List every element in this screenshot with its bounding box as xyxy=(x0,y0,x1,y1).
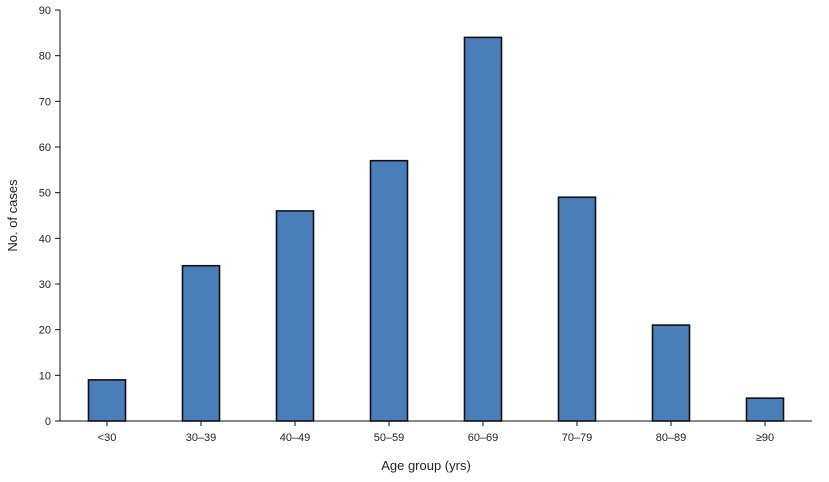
x-tick-label: 30–39 xyxy=(186,432,217,444)
x-tick-label: 60–69 xyxy=(468,432,499,444)
bar-2 xyxy=(275,210,315,422)
bars-group xyxy=(87,36,785,422)
y-tick-label: 90 xyxy=(39,5,51,17)
y-tick-label: 0 xyxy=(45,416,51,428)
y-tick-label: 30 xyxy=(39,279,51,291)
bar-6 xyxy=(651,324,691,422)
y-tick-label: 70 xyxy=(39,96,51,108)
bar-0 xyxy=(87,379,127,422)
y-ticks: 0 10 20 30 40 50 60 70 80 90 xyxy=(39,5,60,428)
x-tick-label: 40–49 xyxy=(280,432,311,444)
bar-7 xyxy=(745,397,785,422)
y-tick-label: 40 xyxy=(39,233,51,245)
bar-4 xyxy=(463,36,503,422)
bar-5 xyxy=(557,196,597,422)
y-tick-label: 80 xyxy=(39,51,51,63)
bar-1 xyxy=(181,264,221,422)
y-tick-label: 50 xyxy=(39,188,51,200)
y-tick-label: 20 xyxy=(39,325,51,337)
x-tick-label: 50–59 xyxy=(374,432,405,444)
x-ticks: <30 30–39 40–49 50–59 60–69 70–79 80–89 ≥90 xyxy=(98,421,774,444)
x-tick-label: 70–79 xyxy=(562,432,593,444)
bar-3 xyxy=(369,159,409,422)
y-tick-label: 10 xyxy=(39,370,51,382)
y-tick-label: 60 xyxy=(39,142,51,154)
x-axis: <30 30–39 40–49 50–59 60–69 70–79 80–89 ≥90 xyxy=(60,420,812,444)
x-axis-title: Age group (yrs) xyxy=(381,458,471,473)
x-tick-label: <30 xyxy=(98,432,117,444)
x-tick-label: ≥90 xyxy=(756,432,774,444)
y-axis-title: No. of cases xyxy=(5,179,20,252)
x-tick-label: 80–89 xyxy=(656,432,687,444)
y-axis: 0 10 20 30 40 50 60 70 80 90 xyxy=(39,5,61,428)
